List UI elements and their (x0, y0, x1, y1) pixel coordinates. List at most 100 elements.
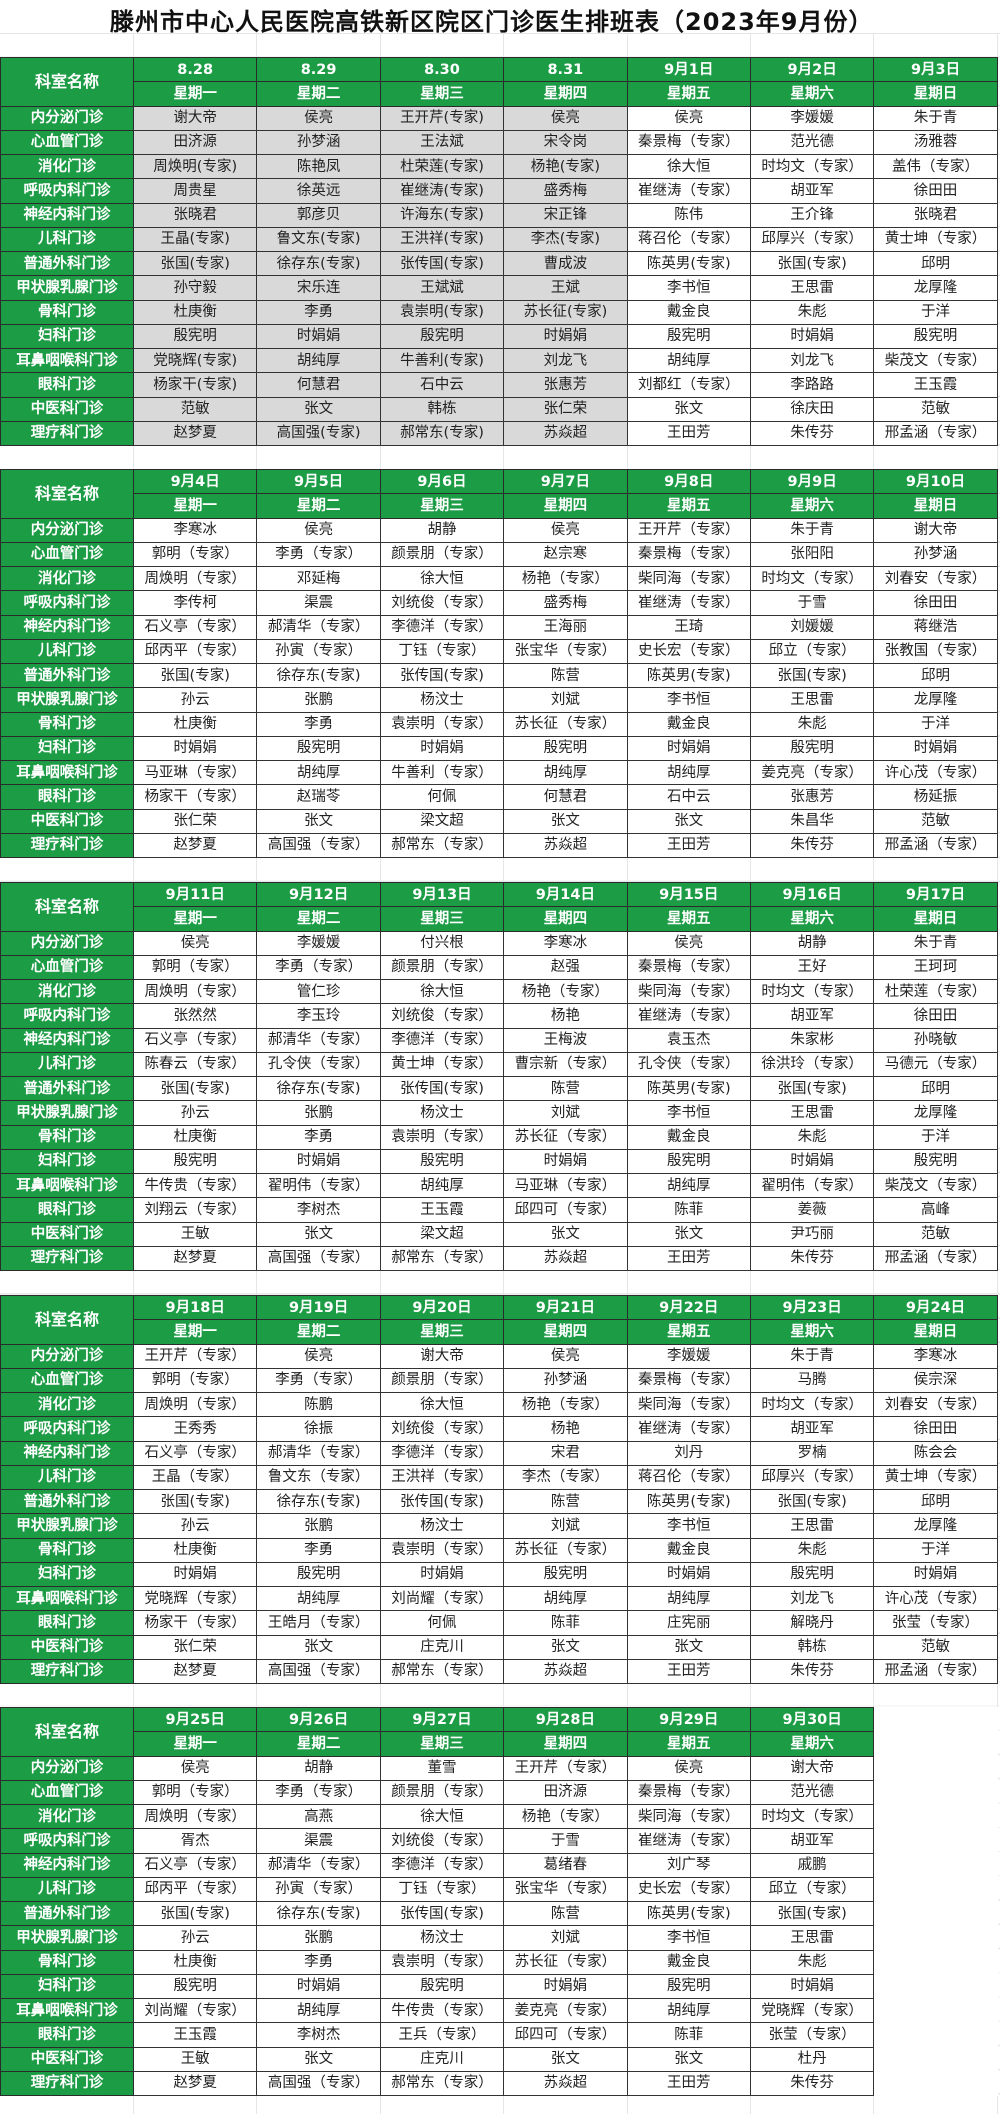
doctor-cell[interactable]: 殷宪明 (256, 1561, 381, 1588)
doctor-cell[interactable]: 朱彪 (749, 299, 875, 325)
doctor-cell[interactable]: 张文 (503, 808, 628, 834)
doctor-cell[interactable]: 张文 (626, 1221, 751, 1247)
doctor-cell[interactable]: 邱四可（专家） (503, 1197, 628, 1223)
doctor-cell[interactable]: 侯亮 (503, 1343, 628, 1369)
doctor-cell[interactable]: 殷宪明 (503, 1561, 628, 1588)
doctor-cell[interactable]: 石义亭（专家） (132, 1027, 258, 1053)
doctor-cell[interactable]: 于雪 (503, 1828, 628, 1854)
doctor-cell[interactable]: 徐存东(专家) (256, 250, 381, 277)
doctor-cell[interactable]: 时娟娟 (626, 735, 751, 762)
doctor-cell[interactable]: 侯亮 (503, 105, 628, 131)
doctor-cell[interactable]: 时均文（专家） (749, 153, 875, 180)
doctor-cell[interactable]: 柴茂文（专家） (873, 1172, 998, 1199)
doctor-cell[interactable]: 孙云 (132, 687, 258, 713)
doctor-cell[interactable]: 张仁荣 (503, 396, 628, 422)
doctor-cell[interactable]: 蒋召伦（专家） (626, 1464, 751, 1491)
doctor-cell[interactable]: 李勇 (256, 1537, 381, 1563)
doctor-cell[interactable]: 王玉霞 (873, 372, 998, 398)
doctor-cell[interactable]: 袁玉杰 (626, 1027, 751, 1053)
doctor-cell[interactable]: 刘春安（专家） (873, 1391, 998, 1418)
doctor-cell[interactable]: 郭彦贝 (256, 202, 381, 228)
doctor-cell[interactable]: 时娟娟 (503, 323, 628, 350)
doctor-cell[interactable]: 黄士坤（专家） (379, 1051, 505, 1078)
doctor-cell[interactable]: 张惠芳 (503, 372, 628, 398)
doctor-cell[interactable]: 杨艳（专家） (503, 1803, 628, 1830)
doctor-cell[interactable]: 梁文超 (379, 1221, 505, 1247)
doctor-cell[interactable]: 陈菲 (626, 2022, 751, 2048)
doctor-cell[interactable]: 崔继涛（专家） (626, 1003, 751, 1029)
doctor-cell[interactable]: 胡亚军 (749, 1003, 875, 1029)
doctor-cell[interactable]: 侯亮 (256, 517, 381, 543)
doctor-cell[interactable]: 盛秀梅 (503, 178, 628, 204)
doctor-cell[interactable]: 张国(专家) (749, 662, 875, 689)
doctor-cell[interactable]: 谢大帝 (873, 517, 998, 543)
doctor-cell[interactable]: 李勇 (256, 711, 381, 737)
doctor-cell[interactable]: 杨艳 (503, 1416, 628, 1442)
doctor-cell[interactable]: 胡纯厚 (503, 1585, 628, 1612)
doctor-cell[interactable]: 谢大帝 (749, 1755, 875, 1781)
doctor-cell[interactable]: 王法斌 (379, 129, 505, 156)
doctor-cell[interactable]: 许海东(专家) (379, 202, 505, 228)
doctor-cell[interactable]: 刘翔云（专家） (132, 1197, 258, 1223)
doctor-cell[interactable]: 史长宏（专家） (626, 1876, 751, 1903)
doctor-cell[interactable]: 邱明 (873, 1075, 998, 1102)
doctor-cell[interactable]: 苏焱超 (503, 1658, 628, 1685)
doctor-cell[interactable]: 崔继涛（专家） (626, 1828, 751, 1854)
doctor-cell[interactable]: 范敏 (873, 1634, 998, 1660)
doctor-cell[interactable]: 殷宪明 (626, 323, 751, 350)
doctor-cell[interactable]: 柴同海（专家） (626, 1803, 751, 1830)
doctor-cell[interactable]: 孔令侠（专家） (626, 1051, 751, 1078)
doctor-cell[interactable]: 梁文超 (379, 808, 505, 834)
doctor-cell[interactable]: 张文 (256, 1634, 381, 1660)
doctor-cell[interactable]: 张国(专家) (749, 1075, 875, 1102)
doctor-cell[interactable]: 殷宪明 (626, 1973, 751, 2000)
doctor-cell[interactable]: 王思雷 (749, 1925, 875, 1951)
doctor-cell[interactable]: 杜丹 (749, 2046, 875, 2072)
doctor-cell[interactable]: 袁崇明(专家) (379, 299, 505, 325)
doctor-cell[interactable]: 张传国(专家) (379, 1900, 505, 1927)
doctor-cell[interactable]: 戴金良 (626, 299, 751, 325)
doctor-cell[interactable]: 邢孟涵（专家） (873, 832, 998, 859)
doctor-cell[interactable]: 颜景朋（专家） (379, 1367, 505, 1394)
doctor-cell[interactable]: 刘斌 (503, 687, 628, 713)
doctor-cell[interactable]: 王田芳 (626, 420, 751, 447)
doctor-cell[interactable]: 张传国(专家) (379, 250, 505, 277)
doctor-cell[interactable]: 李书恒 (626, 1925, 751, 1951)
doctor-cell[interactable]: 史长宏（专家） (626, 638, 751, 665)
doctor-cell[interactable]: 陈伟 (626, 202, 751, 228)
doctor-cell[interactable]: 何慧君 (503, 784, 628, 810)
doctor-cell[interactable]: 周焕明（专家） (132, 1803, 258, 1830)
doctor-cell[interactable]: 杨家干(专家) (132, 372, 258, 398)
doctor-cell[interactable]: 邢孟涵（专家） (873, 1658, 998, 1685)
doctor-cell[interactable]: 韩栋 (379, 396, 505, 422)
doctor-cell[interactable]: 颜景朋（专家） (379, 954, 505, 981)
doctor-cell[interactable]: 李书恒 (626, 1513, 751, 1539)
doctor-cell[interactable]: 于洋 (873, 1124, 998, 1150)
doctor-cell[interactable]: 张国(专家) (132, 1900, 258, 1927)
doctor-cell[interactable]: 张国(专家) (749, 1488, 875, 1515)
doctor-cell[interactable]: 胡纯厚 (256, 347, 381, 374)
doctor-cell[interactable]: 殷宪明 (379, 1973, 505, 2000)
doctor-cell[interactable]: 孙寅（专家） (256, 1876, 381, 1903)
doctor-cell[interactable]: 张鹏 (256, 1100, 381, 1126)
doctor-cell[interactable]: 郭明（专家） (132, 954, 258, 981)
doctor-cell[interactable]: 李寒冰 (873, 1343, 998, 1369)
doctor-cell[interactable]: 秦景梅（专家） (626, 954, 751, 981)
doctor-cell[interactable]: 杨艳(专家) (503, 153, 628, 180)
doctor-cell[interactable]: 宋正锋 (503, 202, 628, 228)
doctor-cell[interactable]: 时均文（专家） (749, 565, 875, 592)
doctor-cell[interactable]: 张文 (256, 808, 381, 834)
doctor-cell[interactable]: 李寒冰 (503, 930, 628, 956)
doctor-cell[interactable]: 徐田田 (873, 590, 998, 616)
doctor-cell[interactable]: 范敏 (873, 396, 998, 422)
doctor-cell[interactable]: 时娟娟 (256, 323, 381, 350)
doctor-cell[interactable]: 邢孟涵（专家） (873, 1245, 998, 1272)
doctor-cell[interactable]: 马腾 (749, 1367, 875, 1394)
doctor-cell[interactable]: 王斌 (503, 275, 628, 301)
doctor-cell[interactable]: 管仁珍 (256, 978, 381, 1005)
doctor-cell[interactable]: 殷宪明 (503, 735, 628, 762)
doctor-cell[interactable]: 时娟娟 (132, 735, 258, 762)
doctor-cell[interactable]: 杨艳（专家） (503, 978, 628, 1005)
doctor-cell[interactable]: 王敏 (132, 1221, 258, 1247)
doctor-cell[interactable]: 张文 (626, 808, 751, 834)
